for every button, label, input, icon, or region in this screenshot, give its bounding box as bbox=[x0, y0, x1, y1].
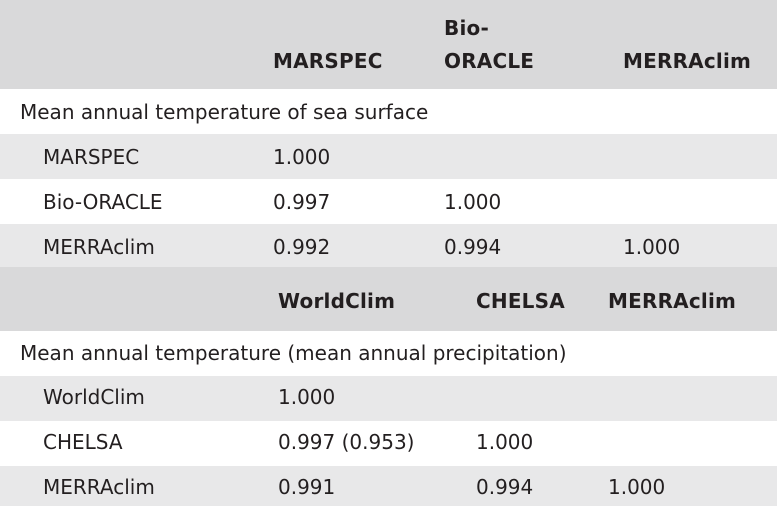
row-label: MARSPEC bbox=[43, 145, 140, 169]
cell-value: 1.000 bbox=[608, 475, 666, 499]
cell-value: 0.992 bbox=[273, 235, 331, 259]
row-label: MERRAclim bbox=[43, 235, 155, 259]
cell-value: 1.000 bbox=[273, 145, 331, 169]
cell-value: 1.000 bbox=[444, 190, 502, 214]
row-label: WorldClim bbox=[43, 385, 145, 409]
cell-value: 0.997 (0.953) bbox=[278, 430, 415, 454]
table-row: CHELSA 0.997 (0.953) 1.000 bbox=[0, 421, 777, 466]
table-row: WorldClim 1.000 bbox=[0, 376, 777, 421]
row-label: Bio-ORACLE bbox=[43, 190, 163, 214]
table-row: Bio-ORACLE 0.997 1.000 bbox=[0, 179, 777, 224]
cell-value: 1.000 bbox=[278, 385, 336, 409]
cell-value: 0.994 bbox=[444, 235, 502, 259]
table2-section-title: Mean annual temperature (mean annual pre… bbox=[20, 341, 567, 365]
table1-header-merraclim: MERRAclim bbox=[623, 49, 752, 73]
table1-section-title: Mean annual temperature of sea surface bbox=[20, 100, 429, 124]
table2-section-row: Mean annual temperature (mean annual pre… bbox=[0, 331, 777, 376]
row-label: CHELSA bbox=[43, 430, 123, 454]
cell-value: 0.994 bbox=[476, 475, 534, 499]
table1-header: MARSPEC Bio- ORACLE MERRAclim bbox=[0, 0, 777, 89]
table2-header-worldclim: WorldClim bbox=[278, 289, 396, 313]
cell-value: 0.997 bbox=[273, 190, 331, 214]
table2-header: WorldClim CHELSA MERRAclim bbox=[0, 267, 777, 331]
table-row: MARSPEC 1.000 bbox=[0, 134, 777, 179]
cell-value: 1.000 bbox=[623, 235, 681, 259]
table1-header-marspec: MARSPEC bbox=[273, 49, 383, 73]
row-label: MERRAclim bbox=[43, 475, 155, 499]
table-row: MERRAclim 0.992 0.994 1.000 bbox=[0, 224, 777, 267]
table2-header-chelsa: CHELSA bbox=[476, 289, 565, 313]
table1-section-row: Mean annual temperature of sea surface bbox=[0, 89, 777, 134]
table2-header-merraclim: MERRAclim bbox=[608, 289, 737, 313]
cell-value: 0.991 bbox=[278, 475, 336, 499]
table1-header-bio-line1: Bio- bbox=[444, 16, 489, 40]
cell-value: 1.000 bbox=[476, 430, 534, 454]
table-row: MERRAclim 0.991 0.994 1.000 bbox=[0, 466, 777, 506]
table1-header-bio-line2: ORACLE bbox=[444, 49, 535, 73]
